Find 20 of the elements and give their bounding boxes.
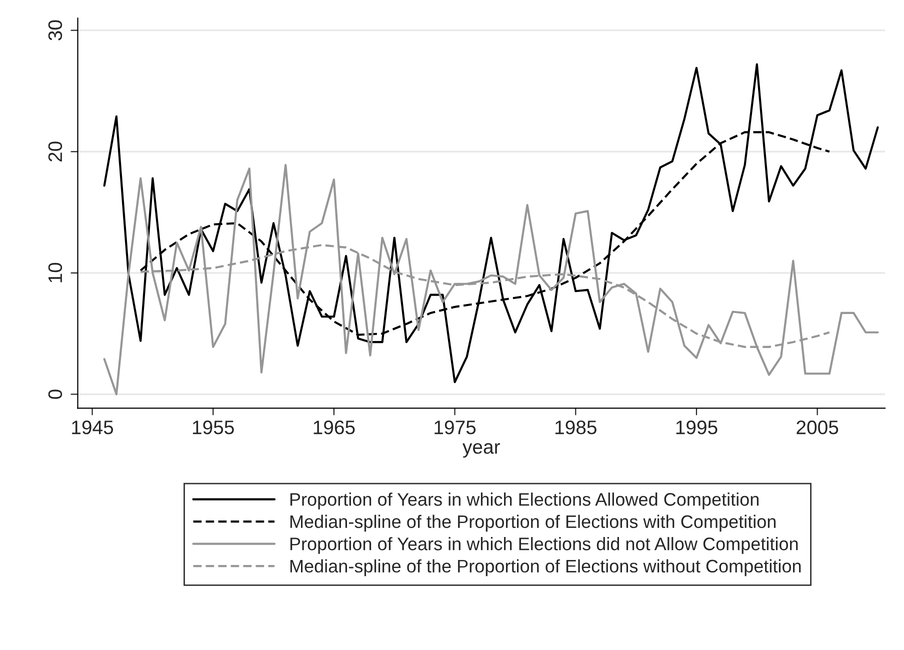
x-tick-label: 1985 (556, 420, 596, 434)
legend-label: Proportion of Years in which Elections did not Allow Competition (290, 537, 798, 554)
x-tick-label: 1965 (314, 420, 355, 434)
legend-label: Median-spline of the Proportion of Elections without Competition (290, 559, 801, 576)
legend-label: Median-spline of the Proportion of Elections with Competition (290, 514, 776, 532)
line-series (103, 63, 879, 384)
x-tick-label: 1945 (72, 420, 114, 434)
line-series (103, 164, 879, 396)
y-tick-label: 0 (48, 390, 62, 399)
y-tick-label: 30 (48, 20, 62, 40)
y-tick-label: 20 (48, 142, 62, 162)
y-tick-label: 10 (48, 262, 62, 282)
x-axis-title: year (462, 443, 500, 458)
x-tick-label: 2005 (796, 420, 838, 434)
x-tick-label: 1995 (676, 420, 718, 434)
x-tick-label: 1955 (192, 420, 234, 434)
line-series (140, 131, 830, 336)
legend-label: Proportion of Years in which Elections Allowed Competition (290, 492, 759, 510)
line-series (140, 244, 830, 348)
x-tick-label: 1975 (434, 420, 476, 434)
